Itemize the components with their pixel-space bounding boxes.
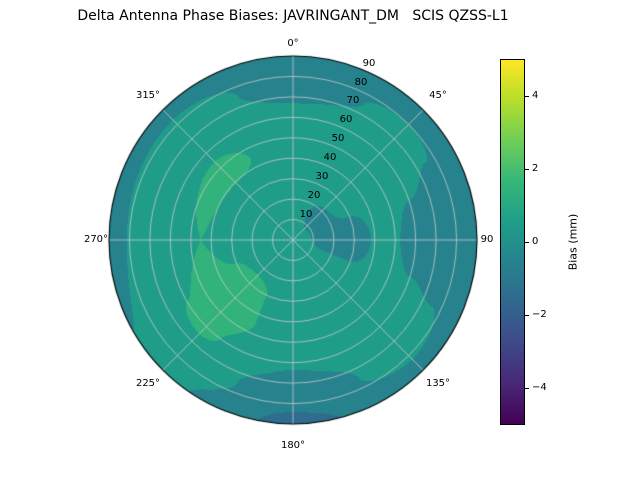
r-tick-label-80: 80: [354, 77, 368, 88]
colorbar-tickmark-0: [525, 242, 529, 243]
theta-tick-label-45: 45°: [429, 90, 447, 101]
theta-tick-label-135: 135°: [425, 378, 451, 389]
colorbar-gradient: [501, 60, 524, 424]
colorbar-tick-label-2: 2: [532, 163, 539, 174]
r-tick-label-60: 60: [339, 114, 353, 125]
r-tick-label-10: 10: [299, 209, 313, 220]
r-tick-label-40: 40: [323, 152, 337, 163]
theta-tick-label-0: 0°: [287, 38, 299, 49]
r-tick-label-20: 20: [307, 190, 321, 201]
r-tick-label-70: 70: [346, 95, 360, 106]
colorbar-tick-label-neg2: −2: [532, 309, 547, 320]
colorbar-tickmark-neg4: [525, 388, 529, 389]
colorbar: [500, 59, 525, 425]
colorbar-tickmark-neg2: [525, 315, 529, 316]
colorbar-tick-label-4: 4: [532, 90, 539, 101]
colorbar-tickmark-4: [525, 96, 529, 97]
theta-tick-label-315: 315°: [135, 90, 161, 101]
colorbar-tickmark-2: [525, 169, 529, 170]
colorbar-axis-label: Bias (mm): [566, 213, 580, 271]
theta-tick-label-180: 180°: [280, 440, 306, 451]
theta-tick-label-270: 270°: [83, 234, 109, 245]
r-tick-label-90: 90: [362, 58, 376, 69]
r-tick-label-30: 30: [315, 171, 329, 182]
theta-tick-label-225: 225°: [135, 378, 161, 389]
colorbar-tick-label-neg4: −4: [532, 382, 547, 393]
colorbar-tick-label-0: 0: [532, 236, 539, 247]
r-tick-label-50: 50: [331, 133, 345, 144]
theta-tick-label-90: 90: [480, 234, 494, 245]
